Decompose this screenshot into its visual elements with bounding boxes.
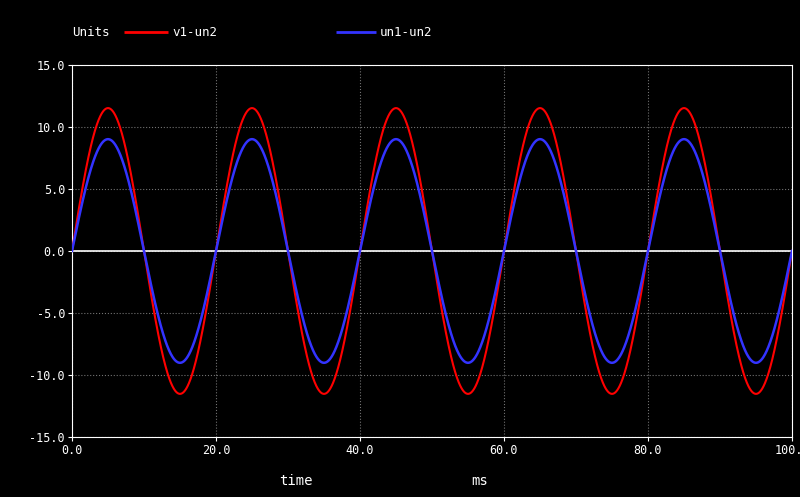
Text: Units: Units — [72, 26, 110, 39]
Text: v1-un2: v1-un2 — [172, 26, 217, 39]
Text: ms: ms — [472, 474, 488, 488]
Text: time: time — [279, 474, 313, 488]
Text: un1-un2: un1-un2 — [380, 26, 433, 39]
